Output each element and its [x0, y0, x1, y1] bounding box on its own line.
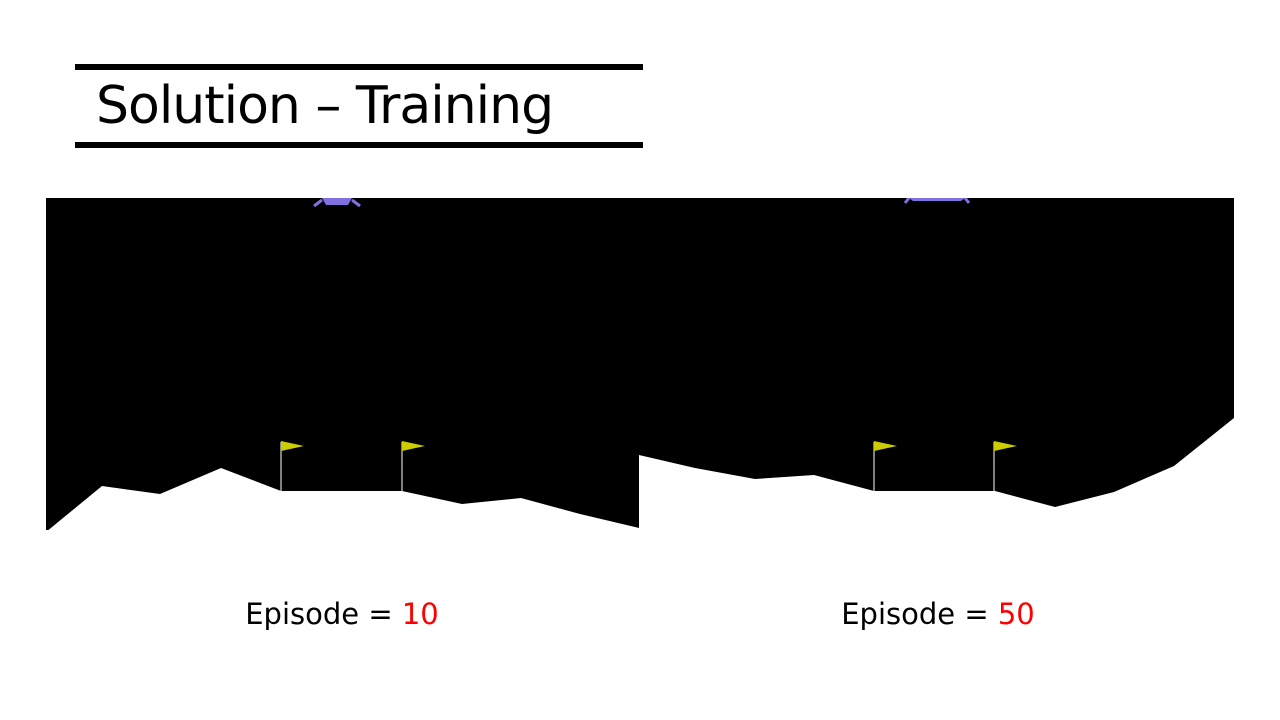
flag-icon	[993, 441, 1017, 491]
sky	[639, 198, 1234, 530]
slide-title: Solution – Training	[96, 76, 554, 136]
terrain	[639, 418, 1234, 530]
episode-label: Episode =	[245, 597, 393, 631]
lander-icon	[903, 198, 971, 204]
game-frame-episode-50	[639, 198, 1234, 530]
episode-caption-right: Episode = 50	[788, 594, 1088, 634]
flag-icon	[401, 441, 425, 491]
episode-caption-left: Episode = 10	[192, 594, 492, 634]
lander-icon	[313, 198, 361, 208]
episode-value: 10	[401, 597, 439, 631]
sky	[46, 198, 639, 530]
title-top-rule	[75, 64, 643, 70]
episode-label: Episode =	[841, 597, 989, 631]
terrain	[46, 468, 639, 530]
flag-icon	[280, 441, 304, 491]
episode-value: 50	[997, 597, 1035, 631]
title-bottom-rule	[75, 142, 643, 148]
flag-icon	[873, 441, 897, 491]
game-frame-episode-10	[46, 198, 639, 530]
